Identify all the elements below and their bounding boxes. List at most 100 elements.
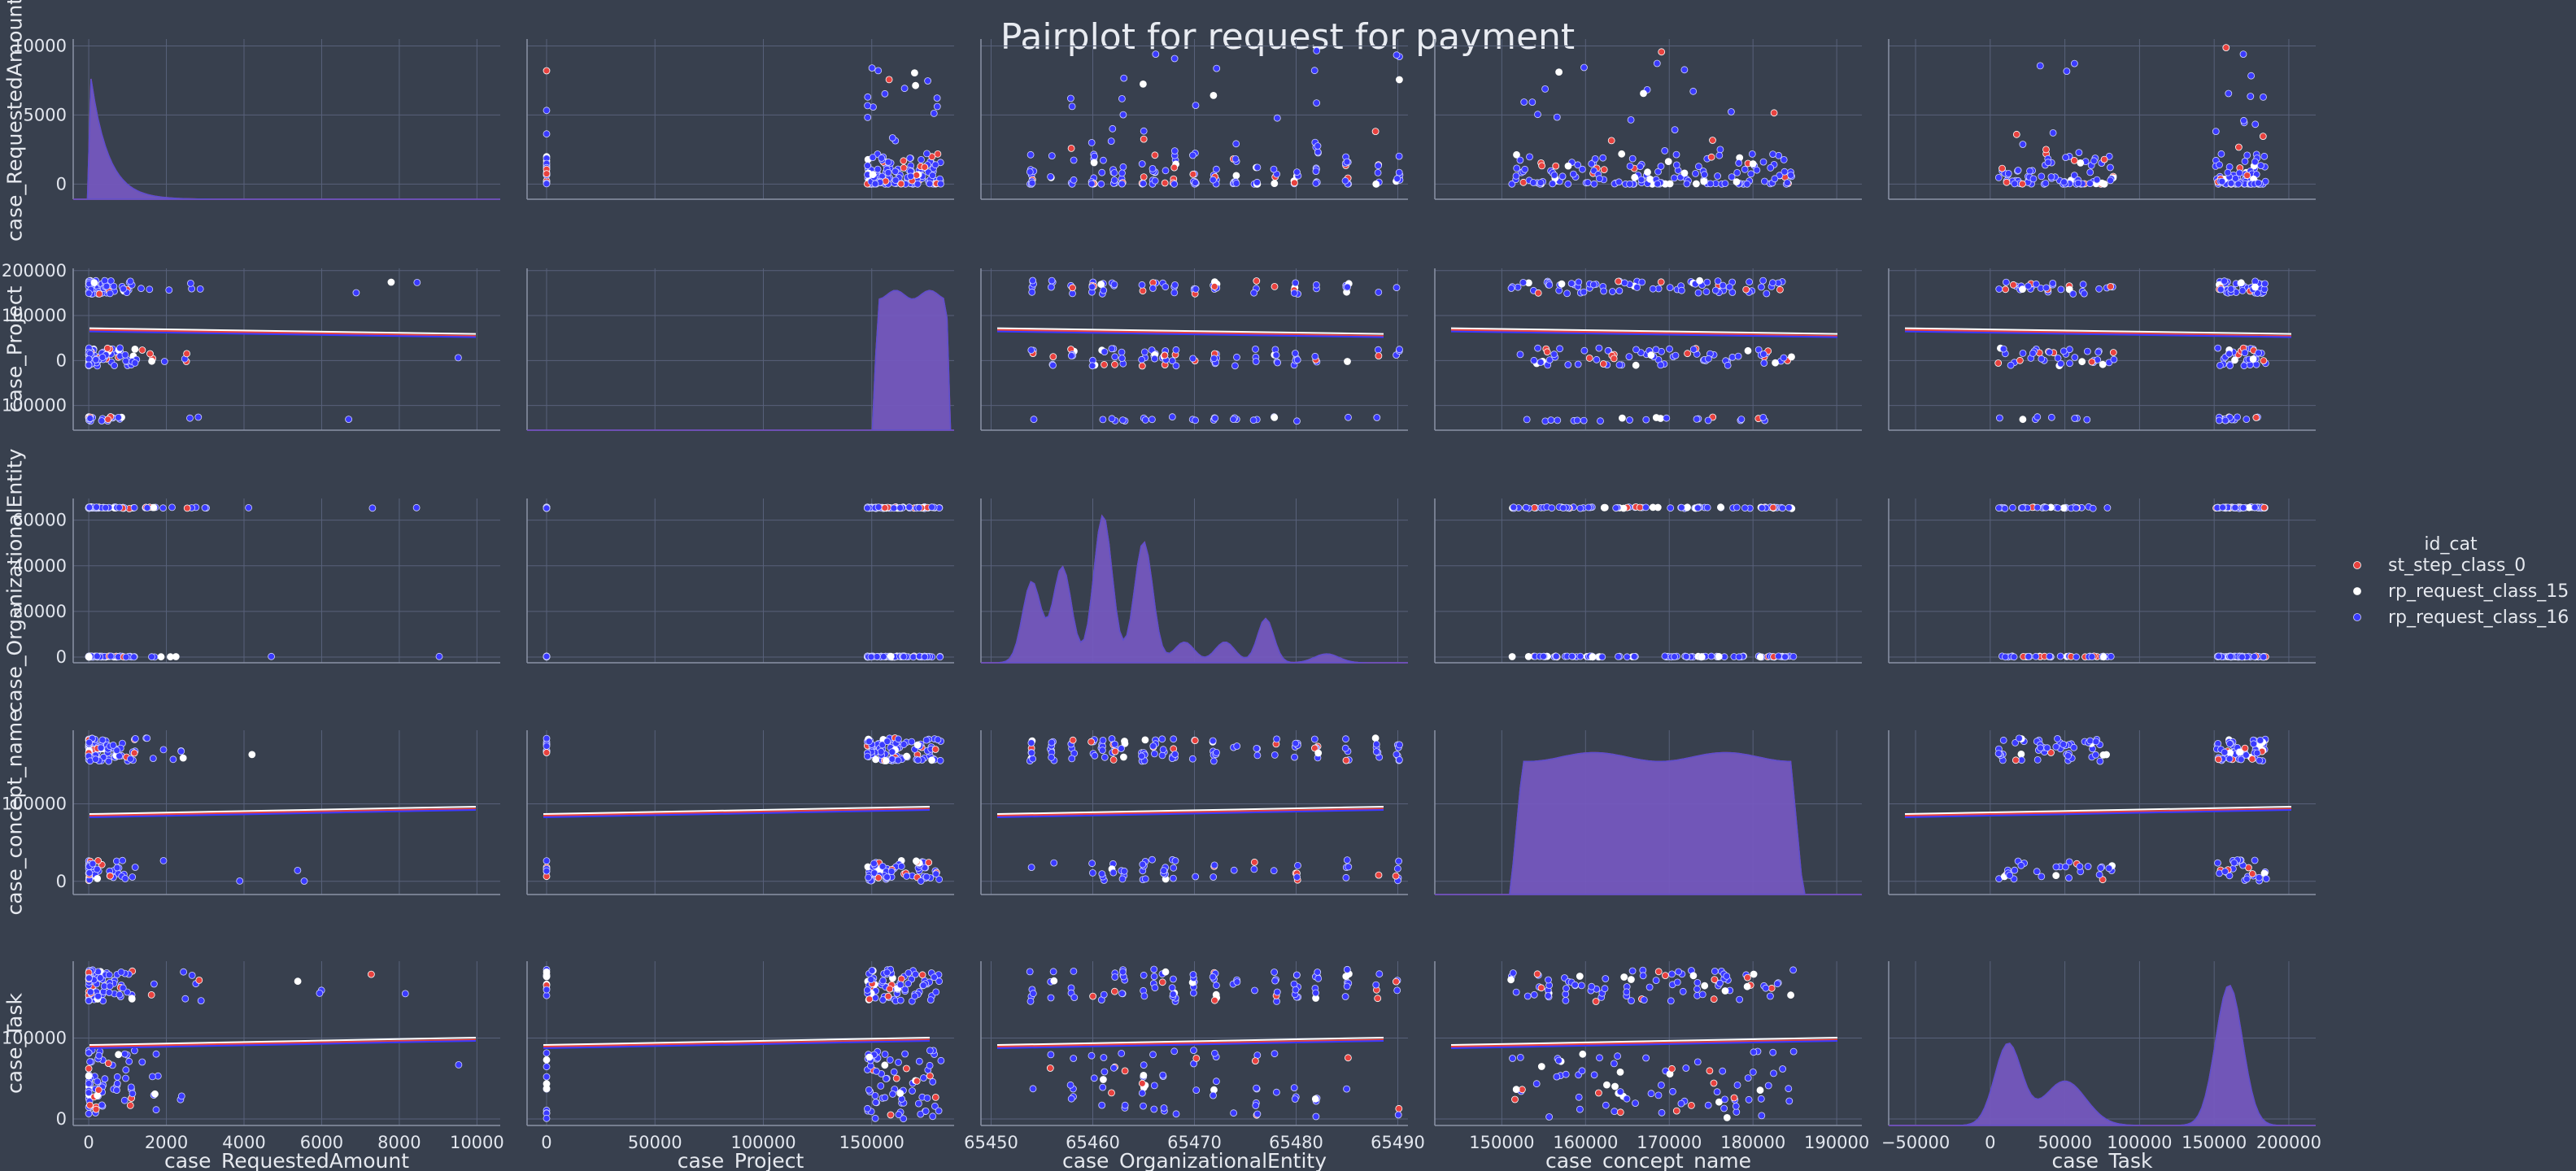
- scatter-point: [1507, 976, 1515, 984]
- scatter-point: [1158, 735, 1166, 743]
- scatter-point: [2059, 347, 2068, 355]
- scatter-point: [925, 859, 933, 866]
- scatter-point: [1644, 168, 1651, 176]
- scatter-point: [1345, 413, 1352, 421]
- scatter-point: [543, 107, 551, 115]
- scatter-point: [98, 1101, 106, 1109]
- scatter-point: [932, 870, 940, 878]
- scatter-point: [891, 168, 900, 176]
- scatter-point: [1769, 503, 1777, 511]
- scatter-point: [884, 168, 892, 176]
- scatter-point: [367, 970, 375, 978]
- scatter-point: [1550, 171, 1558, 179]
- scatter-point: [2019, 416, 2027, 424]
- scatter-point: [1654, 168, 1662, 176]
- scatter-point: [2064, 752, 2073, 760]
- scatter-point: [126, 1102, 134, 1109]
- scatter-point: [1779, 1065, 1787, 1073]
- scatter-point: [1140, 971, 1148, 979]
- y-axis-label: case_RequestedAmount: [2, 0, 26, 242]
- scatter-point: [413, 278, 421, 286]
- scatter-point: [1541, 417, 1550, 425]
- scatter-point: [85, 1089, 93, 1097]
- regline-rp_request_class_16: [543, 1039, 931, 1050]
- scatter-point: [105, 989, 113, 996]
- scatter-point: [1545, 281, 1554, 289]
- scatter-point: [1253, 1110, 1262, 1118]
- scatter-point: [1707, 652, 1715, 660]
- scatter-point: [1290, 1084, 1298, 1091]
- scatter-point: [911, 992, 918, 1000]
- scatter-point: [1098, 168, 1106, 176]
- x-tick-label: 2000: [145, 1133, 188, 1152]
- scatter-point: [1721, 1095, 1728, 1104]
- scatter-point: [1392, 872, 1400, 880]
- scatter-point: [926, 1047, 934, 1055]
- scatter-point: [2248, 755, 2256, 763]
- scatter-point: [1373, 414, 1381, 421]
- scatter-point: [1210, 92, 1218, 99]
- scatter-point: [897, 863, 905, 870]
- panel-case_OrganizationalEntity-vs-case_Task: [1888, 498, 2316, 664]
- scatter-point: [1618, 150, 1626, 158]
- y-tick-label: 100000: [2, 1029, 67, 1048]
- panel-case_RequestedAmount-vs-case_Project: [526, 39, 954, 200]
- panel-case_Project-vs-case_Project: [526, 268, 954, 431]
- scatter-point: [878, 741, 887, 749]
- scatter-point: [1066, 1081, 1074, 1089]
- scatter-point: [1087, 738, 1095, 746]
- scatter-point: [1564, 180, 1572, 188]
- scatter-point: [1735, 653, 1743, 661]
- scatter-point: [1253, 178, 1261, 186]
- panel-case_Task-vs-case_RequestedAmount: 0 100000 0 2000 4000 6000 8000 10000 case_Reques…: [2, 961, 504, 1171]
- scatter-point: [2249, 355, 2257, 363]
- scatter-point: [1702, 288, 1711, 296]
- scatter-point: [1396, 756, 1403, 764]
- scatter-point: [1732, 1102, 1740, 1110]
- legend-marker-st_step_class_0: [2353, 561, 2361, 569]
- scatter-point: [1658, 48, 1666, 56]
- scatter-point: [2217, 150, 2225, 158]
- scatter-point: [159, 746, 168, 754]
- scatter-point: [881, 504, 889, 511]
- scatter-point: [2071, 415, 2079, 422]
- scatter-point: [1626, 180, 1633, 188]
- scatter-point: [455, 354, 462, 362]
- scatter-point: [1602, 975, 1610, 982]
- scatter-point: [1715, 151, 1724, 159]
- scatter-point: [1574, 360, 1582, 368]
- scatter-point: [149, 755, 157, 762]
- scatter-point: [2256, 737, 2264, 744]
- scatter-point: [1232, 179, 1240, 187]
- legend-label-rp_request_class_16: rp_request_class_16: [2388, 607, 2569, 628]
- scatter-point: [1293, 168, 1301, 176]
- scatter-point: [1733, 1082, 1741, 1089]
- regline-rp_request_class_16: [89, 808, 477, 819]
- scatter-point: [1692, 180, 1700, 188]
- scatter-point: [1231, 155, 1240, 163]
- scatter-point: [1513, 164, 1521, 172]
- scatter-point: [181, 995, 190, 1003]
- scatter-point: [1713, 1088, 1721, 1096]
- scatter-point: [1140, 173, 1148, 181]
- scatter-point: [169, 755, 177, 764]
- scatter-point: [1046, 1064, 1054, 1072]
- scatter-point: [1393, 51, 1401, 59]
- scatter-point: [1711, 976, 1719, 983]
- scatter-point: [1189, 355, 1196, 363]
- scatter-point: [1151, 984, 1159, 992]
- scatter-point: [2046, 348, 2054, 356]
- scatter-point: [1138, 1089, 1146, 1097]
- scatter-point: [152, 1106, 160, 1114]
- scatter-point: [901, 986, 909, 994]
- scatter-point: [1753, 166, 1761, 174]
- scatter-point: [1509, 969, 1517, 977]
- scatter-point: [1099, 416, 1107, 424]
- scatter-point: [1684, 503, 1691, 511]
- scatter-point: [1710, 995, 1718, 1003]
- scatter-point: [1158, 751, 1166, 760]
- panel-case_Task-vs-case_concept_name: 150000 160000 170000 180000 190000 case_conce…: [1434, 961, 1869, 1171]
- scatter-point: [2033, 756, 2042, 764]
- scatter-point: [98, 353, 107, 361]
- scatter-point: [1630, 653, 1638, 660]
